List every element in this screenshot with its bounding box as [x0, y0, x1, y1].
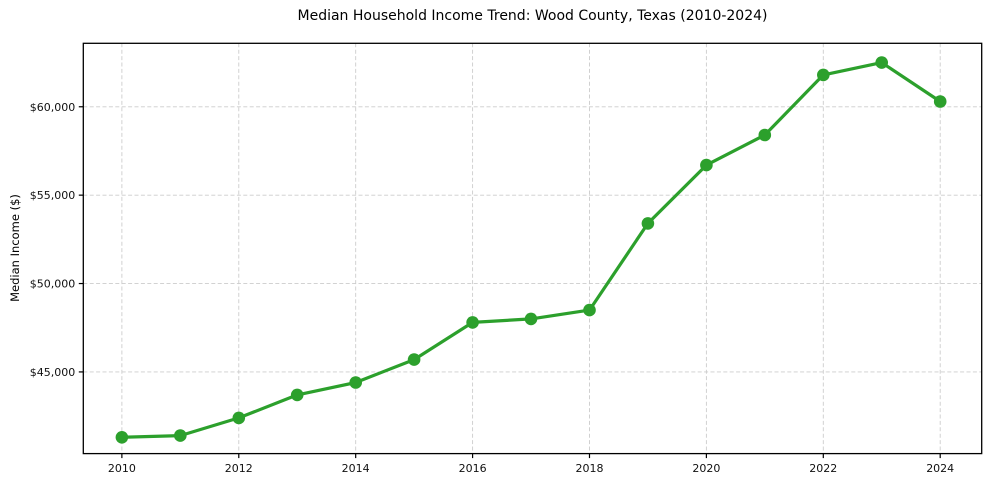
- data-point-marker: [524, 312, 538, 326]
- income-trend-line: [120, 60, 942, 439]
- y-tick-label: $55,000: [30, 189, 76, 202]
- data-point-marker: [583, 303, 596, 317]
- data-point-marker: [758, 128, 772, 142]
- data-point-marker: [466, 316, 479, 329]
- x-tick-label: 2014: [342, 462, 370, 475]
- x-tick-label: 2018: [575, 462, 603, 475]
- x-tick-label: 2022: [809, 462, 837, 475]
- data-point-marker: [290, 388, 304, 402]
- y-tick-label: $50,000: [30, 278, 76, 291]
- data-point-marker: [349, 376, 363, 389]
- plot-frame: [82, 42, 983, 455]
- data-point-marker: [641, 217, 655, 230]
- chart-title: Median Household Income Trend: Wood Coun…: [297, 8, 768, 24]
- x-tick-label: 2016: [459, 462, 487, 475]
- y-tick-label: $60,000: [30, 101, 76, 114]
- data-point-marker: [232, 411, 246, 425]
- data-point-marker: [875, 56, 888, 69]
- data-point-marker: [933, 95, 947, 108]
- y-tick-label: $45,000: [30, 366, 76, 379]
- data-point-marker: [817, 68, 830, 82]
- x-tick-label: 2010: [108, 462, 136, 475]
- x-tick-label: 2012: [225, 462, 253, 475]
- x-tick-label: 2020: [692, 462, 720, 475]
- data-point-marker: [115, 431, 129, 444]
- data-point-marker: [174, 429, 187, 442]
- x-tick-label: 2024: [926, 462, 954, 475]
- data-point-marker: [700, 158, 713, 172]
- data-point-marker: [407, 353, 421, 366]
